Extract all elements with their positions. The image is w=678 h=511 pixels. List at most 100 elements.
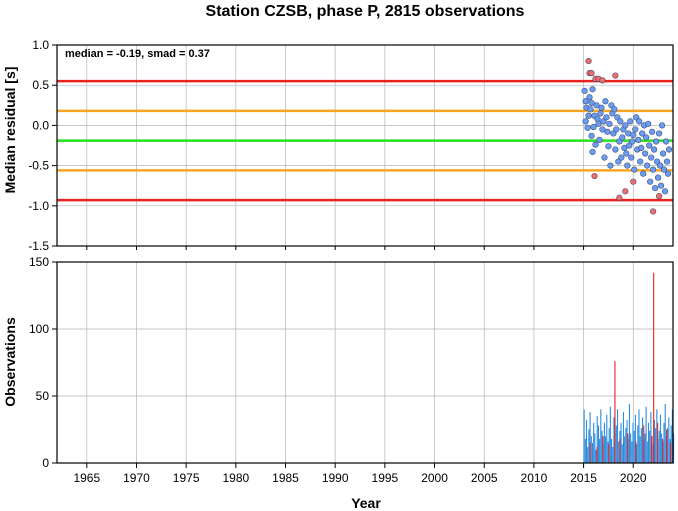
observation-bar xyxy=(595,449,597,463)
scatter-point xyxy=(657,182,665,189)
scatter-point xyxy=(603,114,610,121)
scatter-point xyxy=(599,77,606,84)
observation-bar xyxy=(620,422,622,463)
observation-bar xyxy=(640,428,642,463)
y-tick-label: 0.5 xyxy=(32,78,49,92)
scatter-point xyxy=(602,98,609,105)
scatter-point xyxy=(606,120,613,127)
scatter-point xyxy=(659,150,667,157)
scatter-point xyxy=(619,134,626,141)
observation-bar-red xyxy=(589,442,591,463)
scatter-point xyxy=(588,70,595,77)
observation-bar-red xyxy=(666,429,668,463)
scatter-point xyxy=(582,98,589,105)
scatter-point xyxy=(612,72,619,79)
scatter-point xyxy=(604,128,611,135)
scatter-point xyxy=(592,141,599,148)
scatter-point xyxy=(635,136,642,143)
observation-bar xyxy=(590,436,592,463)
observation-bar xyxy=(645,406,647,463)
observation-bar xyxy=(671,409,673,463)
scatter-point xyxy=(660,166,668,173)
y-tick-label: 1.0 xyxy=(32,38,49,52)
scatter-point xyxy=(595,120,602,127)
x-tick-label: 2005 xyxy=(471,471,498,485)
observation-bar xyxy=(625,428,627,463)
observation-bar-red xyxy=(596,446,598,463)
observation-bar-red xyxy=(627,433,629,463)
scatter-point xyxy=(624,162,631,169)
y-tick-label: -1.5 xyxy=(28,239,49,253)
scatter-point xyxy=(581,87,588,94)
scatter-point xyxy=(631,166,638,173)
scatter-point xyxy=(642,150,649,157)
y-tick-label: 150 xyxy=(29,255,49,269)
scatter-point xyxy=(654,174,662,181)
observations-plot-frame xyxy=(56,261,674,464)
observation-bar-red xyxy=(602,436,604,463)
observation-bar-red xyxy=(608,444,610,463)
x-tick-label: 1990 xyxy=(322,471,349,485)
observation-bar-red xyxy=(619,438,621,463)
observation-bar xyxy=(633,430,635,463)
observation-bar xyxy=(609,406,611,463)
scatter-point xyxy=(596,136,603,143)
observation-bar xyxy=(642,417,644,463)
scatter-point xyxy=(627,118,634,125)
observation-bar xyxy=(655,428,657,463)
observation-bar xyxy=(638,409,640,463)
scatter-point xyxy=(655,130,663,137)
x-tick-label: 1975 xyxy=(173,471,200,485)
x-tick-label: 1985 xyxy=(272,471,299,485)
observation-bar xyxy=(664,404,666,463)
scatter-point xyxy=(623,150,630,157)
scatter-point xyxy=(651,146,658,153)
scatter-point xyxy=(629,138,636,145)
observation-bar xyxy=(631,441,633,463)
scatter-point xyxy=(584,124,591,131)
scatter-point xyxy=(639,130,646,137)
observation-bar xyxy=(668,417,670,463)
scatter-point xyxy=(653,138,660,145)
scatter-point xyxy=(645,120,652,127)
observation-bar xyxy=(658,430,660,463)
scatter-point xyxy=(618,154,625,161)
scatter-point xyxy=(611,106,618,113)
observations-panel: 150 100 50 0 1965 1970 1975 1980 1985 1990 1995 200… xyxy=(29,255,675,485)
scatter-point xyxy=(664,170,672,177)
scatter-point xyxy=(648,154,655,161)
scatter-point xyxy=(616,194,623,201)
observation-bar-red xyxy=(662,438,664,463)
observation-bar xyxy=(663,422,665,463)
observation-bar xyxy=(603,422,605,463)
scatter-point xyxy=(630,131,637,139)
scatter-point xyxy=(656,162,664,169)
observation-bar-red xyxy=(651,436,653,463)
observation-bar xyxy=(587,446,589,463)
scatter-point xyxy=(588,132,595,139)
observation-bar xyxy=(624,436,626,463)
residual-panel: median = -0.19, smad = 0.37 1.0 0.5 0.0 -0.5… xyxy=(28,38,674,253)
scatter-point xyxy=(589,148,596,156)
residual-y-axis-label: Median residual [s] xyxy=(2,67,18,194)
scatter-point xyxy=(643,134,650,141)
scatter-point xyxy=(587,106,594,113)
x-tick-label: 2010 xyxy=(521,471,548,485)
x-tick-label: 1965 xyxy=(73,471,100,485)
observation-bar xyxy=(626,420,628,463)
x-tick-label: 1980 xyxy=(222,471,249,485)
x-tick-label: 1995 xyxy=(372,471,399,485)
scatter-point xyxy=(665,146,673,153)
observation-bar xyxy=(659,414,661,463)
observation-bar xyxy=(585,420,588,463)
scatter-point xyxy=(622,122,629,129)
observation-bar xyxy=(649,430,651,463)
observation-bar-red xyxy=(670,442,672,463)
observation-bar xyxy=(606,414,608,463)
observation-bar xyxy=(611,438,613,463)
observation-bar xyxy=(630,433,632,463)
scatter-point xyxy=(652,185,659,192)
observation-bar-red xyxy=(643,425,645,463)
y-tick-label: 0 xyxy=(42,456,49,470)
observation-bar xyxy=(588,429,590,463)
